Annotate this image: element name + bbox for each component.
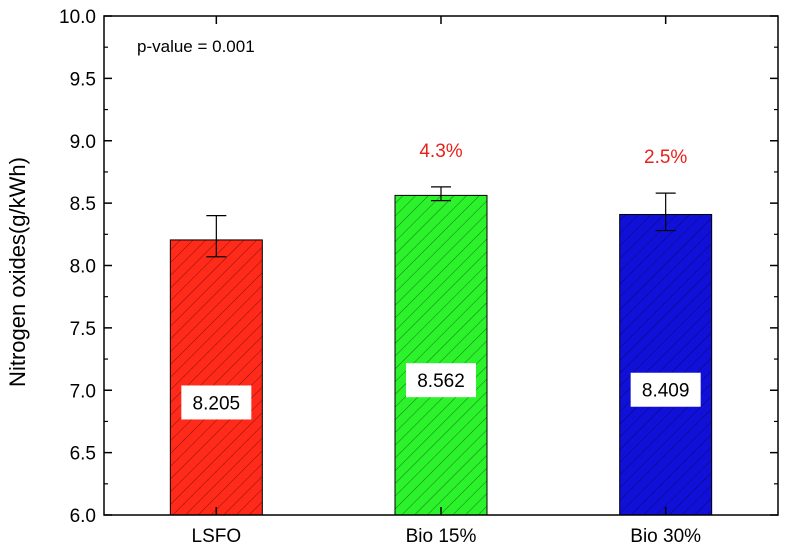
value-label-box — [181, 385, 252, 420]
y-tick-label: 9.0 — [70, 132, 96, 153]
y-tick-label: 8.0 — [70, 257, 96, 278]
x-tick-label: LSFO — [192, 526, 242, 546]
change-label: 4.3% — [419, 141, 462, 162]
value-label-box — [406, 363, 476, 398]
value-label: 8.409 — [642, 381, 690, 402]
y-tick-label: 6.5 — [70, 444, 96, 465]
bar-bio-30- — [619, 213, 713, 516]
y-axis-label: Nitrogen oxides(g/kWh) — [5, 157, 30, 387]
y-tick-label: 7.0 — [70, 381, 96, 402]
y-tick-label: 7.5 — [70, 319, 96, 340]
value-label: 8.205 — [193, 393, 241, 414]
value-label-box — [630, 372, 701, 407]
bar-bio-15- — [394, 194, 488, 516]
p-value-annotation: p-value = 0.001 — [137, 37, 255, 56]
y-tick-label: 6.0 — [70, 506, 96, 527]
x-tick-label: Bio 15% — [406, 526, 477, 546]
bar-lsfo — [169, 239, 263, 516]
y-tick-label: 9.5 — [70, 69, 96, 90]
value-label: 8.562 — [417, 371, 465, 392]
change-label: 2.5% — [644, 147, 687, 168]
y-tick-label: 10.0 — [59, 7, 96, 28]
y-tick-label: 8.5 — [70, 194, 96, 215]
x-tick-label: Bio 30% — [630, 526, 701, 546]
